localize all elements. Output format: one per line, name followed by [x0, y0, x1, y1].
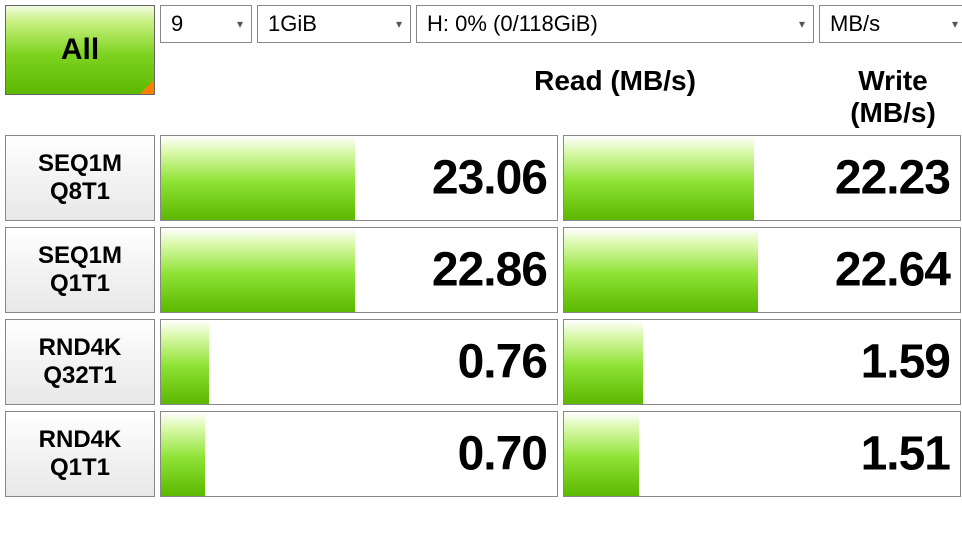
read-bar: [161, 136, 355, 220]
test-button-rnd4k-q32t1[interactable]: RND4K Q32T1: [5, 319, 155, 405]
toolbar: All 9 ▾ 1GiB ▾ H: 0% (0/118GiB) ▾ Read (…: [0, 0, 962, 129]
test-label-line2: Q1T1: [50, 270, 110, 298]
run-all-label: All: [61, 33, 99, 67]
run-all-button[interactable]: All: [5, 5, 155, 95]
drive-select[interactable]: H: 0% (0/118GiB) ▾: [416, 5, 814, 43]
write-value: 22.23: [835, 151, 950, 206]
write-value: 1.59: [861, 335, 950, 390]
test-button-rnd4k-q1t1[interactable]: RND4K Q1T1: [5, 411, 155, 497]
benchmark-window: All 9 ▾ 1GiB ▾ H: 0% (0/118GiB) ▾ Read (…: [0, 0, 962, 502]
write-value: 22.64: [835, 243, 950, 298]
read-value: 0.76: [458, 335, 547, 390]
test-label-line2: Q32T1: [43, 362, 116, 390]
write-bar: [564, 228, 758, 312]
write-cell: 1.51: [563, 411, 961, 497]
unit-value: MB/s: [830, 11, 880, 37]
write-cell: 22.23: [563, 135, 961, 221]
read-cell: 0.76: [160, 319, 558, 405]
test-label-line1: RND4K: [39, 426, 122, 454]
runs-select[interactable]: 9 ▾: [160, 5, 252, 43]
write-bar: [564, 136, 754, 220]
test-label-line1: SEQ1M: [38, 150, 122, 178]
runs-value: 9: [171, 11, 183, 37]
results-grid: SEQ1M Q8T1 23.06 22.23 SEQ1M Q1T1 22.86: [0, 135, 962, 502]
read-cell: 22.86: [160, 227, 558, 313]
chevron-down-icon: ▾: [952, 17, 958, 31]
test-size-select[interactable]: 1GiB ▾: [257, 5, 411, 43]
read-value: 0.70: [458, 427, 547, 482]
test-label-line2: Q8T1: [50, 178, 110, 206]
test-size-value: 1GiB: [268, 11, 317, 37]
write-cell: 22.64: [563, 227, 961, 313]
write-bar: [564, 320, 643, 404]
result-row: SEQ1M Q8T1 23.06 22.23: [5, 135, 957, 221]
write-bar: [564, 412, 639, 496]
chevron-down-icon: ▾: [396, 17, 402, 31]
write-column-header: Write (MB/s): [819, 65, 962, 129]
test-button-seq1m-q1t1[interactable]: SEQ1M Q1T1: [5, 227, 155, 313]
unit-select[interactable]: MB/s ▾: [819, 5, 962, 43]
result-row: RND4K Q1T1 0.70 1.51: [5, 411, 957, 497]
read-cell: 23.06: [160, 135, 558, 221]
read-bar: [161, 228, 355, 312]
read-value: 22.86: [432, 243, 547, 298]
test-label-line2: Q1T1: [50, 454, 110, 482]
chevron-down-icon: ▾: [237, 17, 243, 31]
test-label-line1: SEQ1M: [38, 242, 122, 270]
write-cell: 1.59: [563, 319, 961, 405]
test-label-line1: RND4K: [39, 334, 122, 362]
test-button-seq1m-q8t1[interactable]: SEQ1M Q8T1: [5, 135, 155, 221]
result-row: SEQ1M Q1T1 22.86 22.64: [5, 227, 957, 313]
read-column-header: Read (MB/s): [416, 65, 814, 97]
write-value: 1.51: [861, 427, 950, 482]
read-value: 23.06: [432, 151, 547, 206]
read-cell: 0.70: [160, 411, 558, 497]
read-bar: [161, 412, 205, 496]
result-row: RND4K Q32T1 0.76 1.59: [5, 319, 957, 405]
chevron-down-icon: ▾: [799, 17, 805, 31]
read-bar: [161, 320, 209, 404]
drive-value: H: 0% (0/118GiB): [427, 11, 598, 37]
